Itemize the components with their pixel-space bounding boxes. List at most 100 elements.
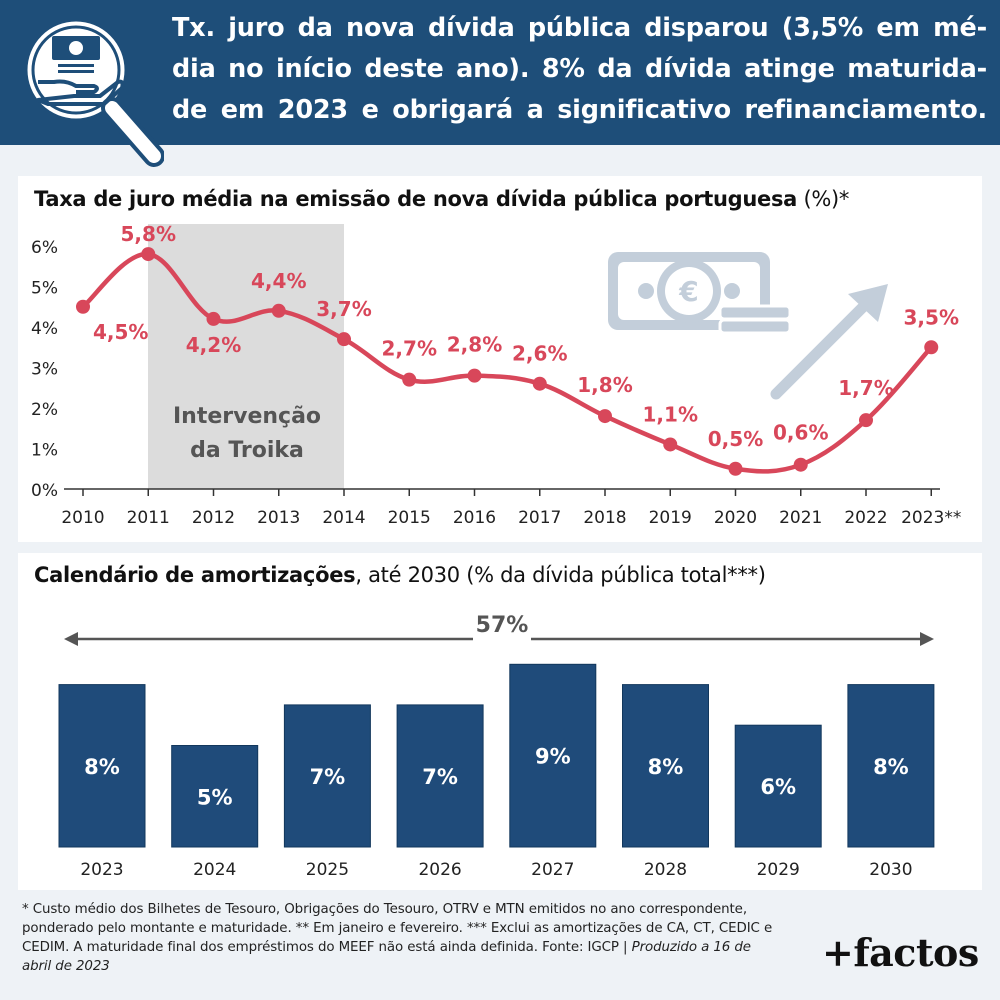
line-chart-title-bold: Taxa de juro média na emissão de nova dí…: [34, 187, 798, 211]
x-tick-label: 2017: [518, 508, 561, 528]
rate-value-label: 4,4%: [251, 269, 306, 293]
header-banner: Tx. juro da nova dívida pública disparou…: [0, 0, 1000, 167]
x-tick-label: 2019: [649, 508, 692, 528]
x-tick-label: 2021: [779, 508, 822, 528]
line-chart-title: Taxa de juro média na emissão de nova dí…: [34, 187, 849, 211]
x-tick-label: 2020: [714, 508, 757, 528]
x-tick-label: 2015: [388, 508, 431, 528]
rate-point: [337, 332, 351, 347]
rate-value-label: 3,5%: [904, 305, 959, 329]
rate-value-label: 1,8%: [577, 373, 632, 397]
amortization-bar: [509, 663, 597, 848]
factos-logo: +factos: [822, 930, 979, 975]
rate-value-label: 4,5%: [93, 320, 148, 344]
rate-point: [76, 299, 90, 314]
total-label: 57%: [476, 613, 529, 638]
y-axis-ticks: 0% 1% 2% 3% 4% 5% 6%: [31, 238, 58, 501]
x-tick-label: 2018: [583, 508, 626, 528]
rate-point: [859, 413, 873, 428]
rate-point: [271, 303, 286, 318]
rate-value-label: 1,7%: [838, 376, 893, 400]
interest-rate-panel: Taxa de juro média na emissão de nova dí…: [18, 176, 982, 542]
rate-value-label: 0,6%: [773, 421, 828, 445]
rate-value-label: 2,7%: [382, 337, 437, 361]
y-tick-label: 6%: [31, 238, 58, 258]
x-tick-label: 2013: [257, 508, 300, 528]
rate-point: [598, 409, 612, 424]
bar-category-label: 2025: [306, 860, 349, 880]
bar-value-label: 8%: [84, 755, 120, 779]
rate-point: [206, 311, 221, 326]
bar-chart-title-rest: , até 2030 (% da dívida pública total***…: [355, 563, 766, 587]
headline-line-2: dia no início deste ano). 8% da dívida a…: [172, 54, 987, 84]
line-chart-title-rest: (%)*: [797, 187, 850, 211]
svg-text:€: €: [678, 275, 698, 308]
rate-point: [663, 437, 678, 452]
rate-value-label: 1,1%: [643, 402, 698, 426]
amortization-bars: 8% 2023 5% 2024 7% 2025 7% 2026 9% 2027 8% 2028 6% 20…: [58, 663, 935, 880]
bar-chart-title-bold: Calendário de amortizações: [34, 563, 356, 587]
bar-value-label: 8%: [648, 755, 684, 779]
y-tick-label: 3%: [31, 360, 58, 380]
bar-value-label: 7%: [422, 765, 458, 789]
rate-value-label: 2,6%: [512, 342, 567, 366]
rate-point: [793, 457, 808, 472]
rate-series-points: 4,5% 5,8% 4,2% 4,4% 3,7% 2,7% 2,8% 2,6% 1,8% 1,1%…: [76, 222, 959, 476]
rate-value-label: 0,5%: [708, 427, 763, 451]
bar-value-label: 7%: [310, 765, 346, 789]
amortization-panel: Calendário de amortizações, até 2030 (% …: [18, 553, 982, 890]
bar-category-label: 2024: [193, 860, 236, 880]
headline: Tx. juro da nova dívida pública disparou…: [172, 8, 987, 131]
rate-point: [467, 368, 482, 383]
rate-value-label: 4,2%: [186, 333, 241, 357]
footnote-produced: Produzido a 16 de abril de 2023: [22, 940, 751, 974]
rate-value-label: 5,8%: [121, 222, 176, 246]
amortization-bar: [58, 684, 146, 848]
bar-category-label: 2026: [418, 860, 461, 880]
line-chart: Intervenção da Troika € 0% 1% 2% 3% 4% 5% 6% 2…: [31, 222, 961, 528]
amortization-bar: [847, 684, 935, 848]
bar-category-label: 2029: [757, 860, 800, 880]
bar-category-label: 2028: [644, 860, 687, 880]
troika-shaded-area: [148, 224, 344, 489]
headline-line-3: de em 2023 e obrigará a significativo re…: [172, 95, 987, 125]
rate-point: [924, 340, 939, 355]
x-tick-label: 2023**: [901, 508, 961, 528]
bar-value-label: 9%: [535, 745, 571, 769]
rate-value-label: 2,8%: [447, 333, 502, 357]
x-tick-label: 2014: [322, 508, 365, 528]
x-tick-label: 2022: [844, 508, 887, 528]
bar-category-label: 2023: [80, 860, 123, 880]
x-tick-label: 2012: [192, 508, 235, 528]
y-tick-label: 2%: [31, 400, 58, 420]
bar-value-label: 8%: [873, 755, 909, 779]
y-tick-label: 5%: [31, 279, 58, 299]
troika-label-line1: Intervenção: [173, 404, 321, 429]
x-tick-label: 2011: [127, 508, 170, 528]
footnote: * Custo médio dos Bilhetes de Tesouro, O…: [22, 900, 782, 976]
y-tick-label: 1%: [31, 441, 58, 461]
rate-point: [728, 461, 743, 476]
bar-category-label: 2030: [869, 860, 912, 880]
bar-value-label: 6%: [760, 775, 796, 799]
x-tick-label: 2016: [453, 508, 496, 528]
rate-point: [141, 247, 156, 262]
bar-chart: 57% 8% 2023 5% 2024 7% 2025 7% 2026 9% 2027 8% 2028…: [58, 613, 935, 880]
rate-point: [532, 376, 547, 391]
bar-category-label: 2027: [531, 860, 574, 880]
rate-point: [402, 372, 417, 387]
x-tick-label: 2010: [61, 508, 104, 528]
amortization-bar: [622, 684, 709, 848]
y-tick-label: 0%: [31, 481, 58, 501]
rate-value-label: 3,7%: [316, 297, 371, 321]
bar-value-label: 5%: [197, 785, 233, 809]
amortization-bar: [171, 745, 259, 848]
footnote-text: * Custo médio dos Bilhetes de Tesouro, O…: [22, 902, 773, 955]
total-span-arrow: [64, 619, 934, 649]
headline-line-1: Tx. juro da nova dívida pública disparou…: [172, 13, 987, 43]
bar-chart-title: Calendário de amortizações, até 2030 (% …: [34, 563, 766, 587]
x-axis-ticks: 2010 2011 2012 2013 2014 2015 2016 2017 2018 2019…: [61, 489, 961, 528]
amortization-bar: [734, 724, 822, 848]
amortization-bar: [283, 704, 371, 848]
amortization-bar: [396, 704, 484, 848]
